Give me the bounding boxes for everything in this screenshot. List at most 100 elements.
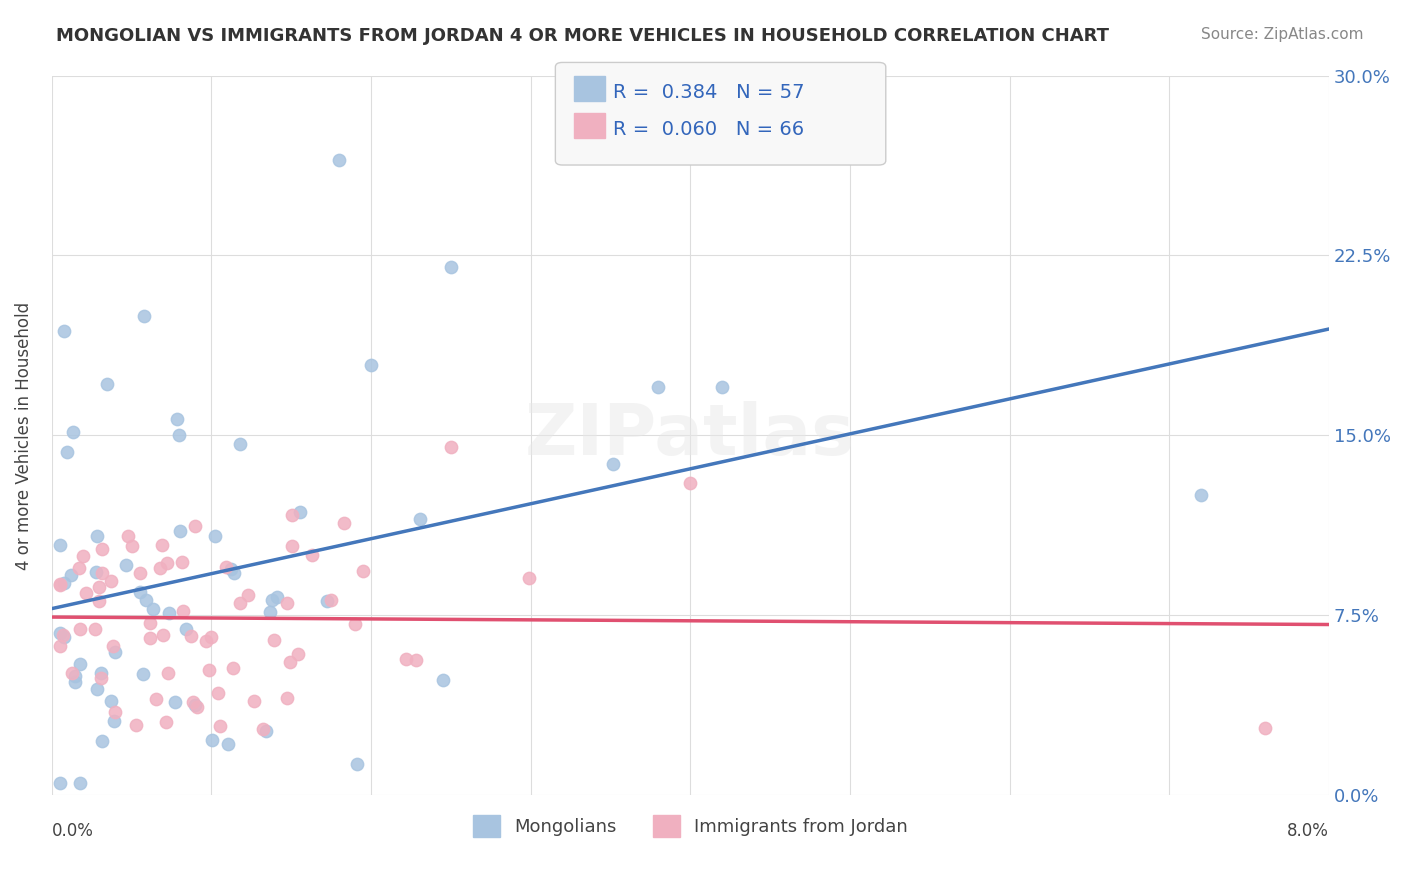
Point [647, 380, 669, 394]
Point [145, 691, 167, 706]
Point [180, 630, 202, 644]
Point [155, 715, 177, 730]
Point [343, 616, 366, 631]
Point [260, 592, 283, 607]
Point [139, 631, 162, 645]
Point [333, 516, 356, 531]
Legend: Mongolians, Immigrants from Jordan: Mongolians, Immigrants from Jordan [465, 807, 915, 844]
Point [100, 574, 122, 588]
Point [152, 628, 174, 642]
Point [117, 529, 139, 543]
Point [60, 665, 83, 680]
Point [90, 541, 112, 556]
Point [86, 529, 108, 543]
Point [204, 529, 226, 543]
Point [103, 714, 125, 728]
Point [142, 602, 165, 616]
Point [228, 596, 250, 610]
Point [56, 444, 79, 458]
Point [215, 560, 238, 574]
Point [72, 549, 94, 563]
Text: ZIPatlas: ZIPatlas [526, 401, 855, 470]
Point [243, 694, 266, 708]
Point [89, 594, 111, 608]
Text: R =  0.060   N = 66: R = 0.060 N = 66 [613, 120, 804, 139]
Point [48, 776, 70, 790]
Point [200, 630, 222, 644]
Point [132, 666, 155, 681]
Point [405, 653, 427, 667]
Point [124, 718, 146, 732]
Point [266, 590, 288, 604]
Point [186, 700, 208, 714]
Text: MONGOLIAN VS IMMIGRANTS FROM JORDAN 4 OR MORE VEHICLES IN HOUSEHOLD CORRELATION : MONGOLIAN VS IMMIGRANTS FROM JORDAN 4 OR… [56, 27, 1109, 45]
Point [129, 566, 152, 581]
Point [229, 437, 252, 451]
Y-axis label: 4 or more Vehicles in Household: 4 or more Vehicles in Household [15, 301, 32, 569]
Point [174, 622, 197, 636]
Point [276, 690, 298, 705]
Point [238, 587, 260, 601]
Point [48, 576, 70, 591]
Point [183, 695, 205, 709]
Point [679, 476, 702, 491]
Point [84, 622, 107, 636]
Point [301, 548, 323, 562]
Point [90, 671, 112, 685]
Point [207, 685, 229, 699]
Point [91, 566, 114, 580]
Point [91, 733, 114, 747]
Point [52, 630, 75, 644]
Text: 0.0%: 0.0% [52, 822, 94, 840]
Point [115, 558, 138, 572]
Point [135, 592, 157, 607]
Point [409, 512, 432, 526]
Point [346, 756, 368, 771]
Point [1189, 488, 1212, 502]
Point [602, 457, 624, 471]
Point [65, 674, 87, 689]
Point [121, 540, 143, 554]
Point [201, 733, 224, 747]
Point [166, 412, 188, 426]
Point [184, 698, 207, 712]
Point [288, 505, 311, 519]
Point [263, 633, 285, 648]
Point [208, 719, 231, 733]
Point [281, 539, 304, 553]
Point [69, 622, 91, 636]
Point [60, 567, 83, 582]
Point [150, 537, 173, 551]
Point [259, 605, 281, 619]
Point [432, 673, 454, 688]
Point [149, 561, 172, 575]
Point [315, 594, 337, 608]
Point [67, 560, 90, 574]
Point [90, 665, 112, 680]
Point [281, 508, 304, 522]
Point [157, 665, 180, 680]
Point [69, 776, 91, 790]
Point [169, 428, 191, 442]
Point [224, 566, 246, 581]
Point [63, 668, 86, 682]
Point [100, 694, 122, 708]
Point [104, 645, 127, 659]
Point [711, 380, 734, 394]
Point [157, 606, 180, 620]
Point [195, 633, 218, 648]
Point [287, 647, 309, 661]
Point [395, 652, 418, 666]
Point [48, 625, 70, 640]
Point [328, 153, 350, 167]
Point [48, 639, 70, 653]
Point [163, 695, 186, 709]
Point [86, 681, 108, 696]
Point [104, 705, 127, 719]
Point [170, 555, 193, 569]
Point [278, 656, 301, 670]
Point [87, 580, 110, 594]
Point [172, 604, 194, 618]
Point [132, 310, 155, 324]
Point [139, 615, 162, 630]
